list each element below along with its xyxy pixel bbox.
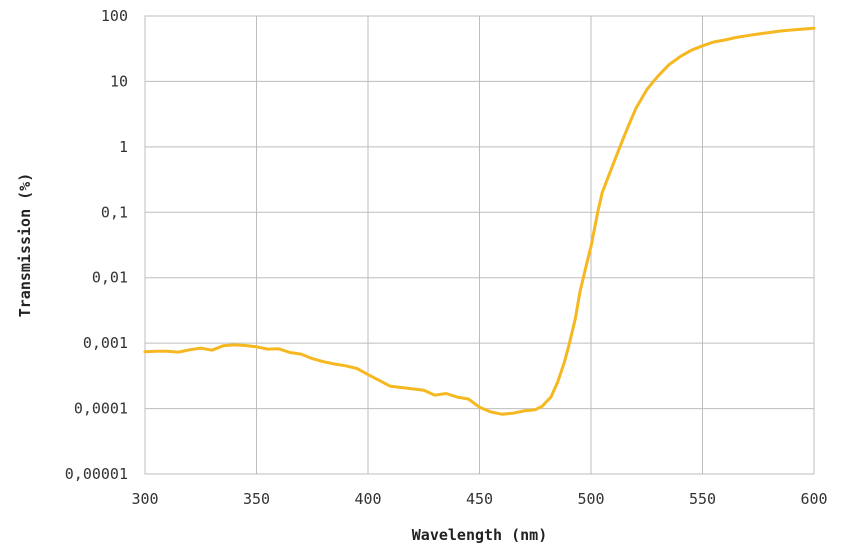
- x-tick-label: 400: [354, 490, 381, 508]
- plot-frame: [144, 15, 815, 475]
- y-tick-labels: 0,00001 0,0001 0,001 0,01 0,1 1 10 100: [65, 7, 128, 483]
- y-tick-label: 0,1: [101, 203, 128, 221]
- grid-layer: [144, 15, 815, 475]
- y-tick-label: 0,00001: [65, 465, 128, 483]
- x-axis-title: Wavelength (nm): [412, 526, 547, 544]
- x-tick-label: 500: [577, 490, 604, 508]
- y-axis-title: Transmission (%): [16, 173, 34, 318]
- y-tick-label: 1: [119, 138, 128, 156]
- series-line: [143, 26, 816, 416]
- x-tick-label: 300: [131, 490, 158, 508]
- series-layer: [143, 26, 816, 416]
- y-tick-label: 0,01: [92, 269, 128, 287]
- x-tick-labels: 300 350 400 450 500 550 600: [131, 490, 827, 508]
- x-tick-label: 550: [689, 490, 716, 508]
- y-tick-label: 100: [101, 7, 128, 25]
- x-tick-label: 350: [243, 490, 270, 508]
- x-tick-label: 450: [466, 490, 493, 508]
- y-tick-label: 10: [110, 72, 128, 90]
- x-tick-label: 600: [800, 490, 827, 508]
- y-tick-label: 0,001: [83, 334, 128, 352]
- y-tick-label: 0,0001: [74, 400, 128, 418]
